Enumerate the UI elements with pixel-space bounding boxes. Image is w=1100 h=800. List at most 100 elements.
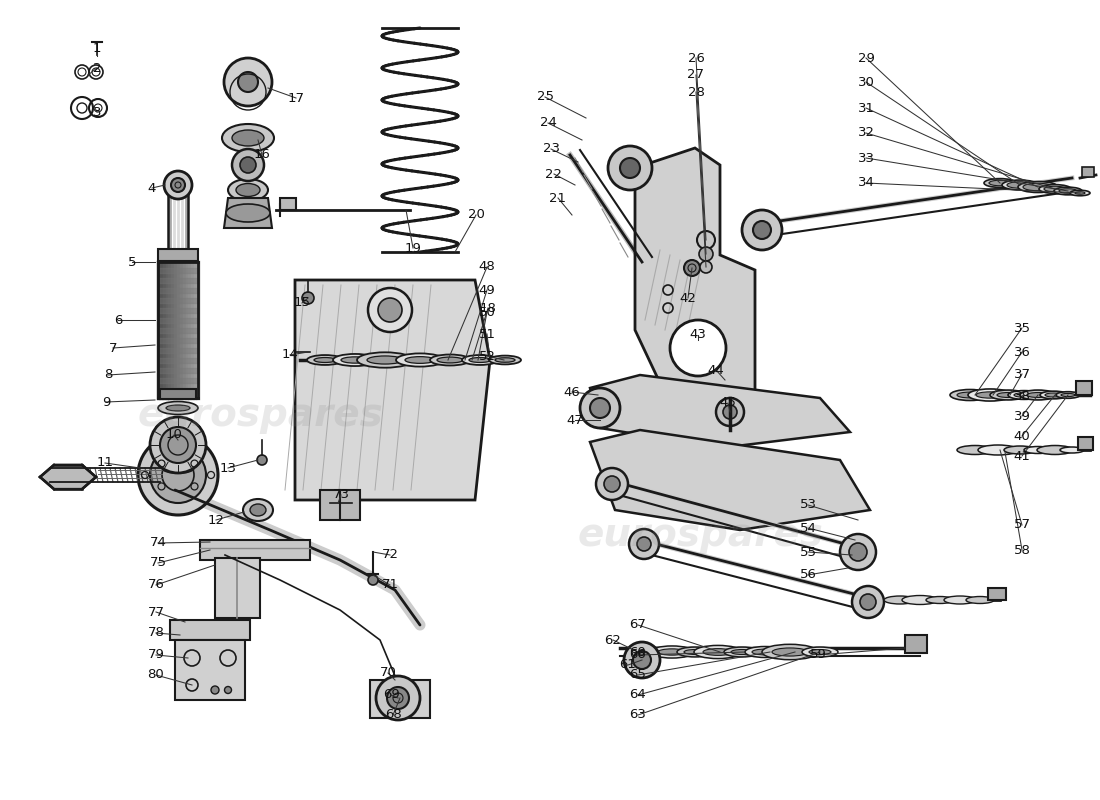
Text: 43: 43	[690, 329, 706, 342]
Text: 6: 6	[113, 314, 122, 326]
Circle shape	[232, 149, 264, 181]
Circle shape	[387, 687, 409, 709]
Ellipse shape	[405, 357, 435, 363]
Circle shape	[860, 594, 876, 610]
Polygon shape	[160, 328, 197, 333]
Circle shape	[852, 586, 884, 618]
Polygon shape	[160, 338, 197, 343]
Ellipse shape	[243, 499, 273, 521]
Ellipse shape	[495, 358, 515, 362]
Text: 16: 16	[254, 149, 271, 162]
Polygon shape	[590, 375, 850, 448]
Polygon shape	[320, 490, 360, 520]
Circle shape	[604, 476, 620, 492]
Text: 20: 20	[468, 209, 484, 222]
Circle shape	[150, 447, 206, 503]
Polygon shape	[160, 378, 197, 383]
Ellipse shape	[732, 650, 754, 654]
Text: 38: 38	[1013, 390, 1031, 402]
Ellipse shape	[752, 649, 778, 655]
Text: 80: 80	[147, 669, 164, 682]
Circle shape	[670, 320, 726, 376]
Text: 17: 17	[287, 91, 305, 105]
Circle shape	[697, 231, 715, 249]
Polygon shape	[200, 540, 310, 560]
Ellipse shape	[430, 354, 470, 366]
Text: 44: 44	[707, 363, 725, 377]
Text: 29: 29	[858, 51, 874, 65]
Circle shape	[211, 686, 219, 694]
Bar	[1082, 167, 1094, 177]
Ellipse shape	[226, 204, 270, 222]
Text: 12: 12	[208, 514, 224, 526]
Ellipse shape	[884, 596, 916, 604]
Text: 32: 32	[858, 126, 874, 139]
Circle shape	[224, 686, 231, 694]
Ellipse shape	[1045, 393, 1063, 397]
Bar	[158, 249, 198, 261]
Ellipse shape	[250, 504, 266, 516]
Ellipse shape	[166, 405, 190, 411]
Circle shape	[376, 676, 420, 720]
Circle shape	[840, 534, 876, 570]
Text: 49: 49	[478, 283, 495, 297]
Text: 41: 41	[1013, 450, 1031, 462]
Text: 51: 51	[478, 327, 495, 341]
Text: 69: 69	[383, 689, 399, 702]
Ellipse shape	[469, 358, 491, 362]
Text: 76: 76	[147, 578, 164, 591]
Ellipse shape	[658, 649, 686, 655]
Polygon shape	[214, 558, 260, 618]
Circle shape	[849, 543, 867, 561]
Polygon shape	[590, 430, 870, 530]
Ellipse shape	[367, 356, 403, 364]
Ellipse shape	[703, 649, 733, 655]
Ellipse shape	[639, 650, 661, 654]
Ellipse shape	[944, 596, 976, 604]
Circle shape	[160, 427, 196, 463]
Ellipse shape	[966, 597, 994, 603]
Ellipse shape	[158, 402, 198, 414]
Circle shape	[608, 146, 652, 190]
Ellipse shape	[724, 647, 760, 657]
Text: 60: 60	[629, 646, 647, 659]
Text: 54: 54	[800, 522, 816, 534]
Circle shape	[629, 529, 659, 559]
Text: 59: 59	[810, 649, 826, 662]
Ellipse shape	[1006, 182, 1033, 188]
Polygon shape	[370, 680, 430, 718]
Text: 28: 28	[688, 86, 704, 98]
Circle shape	[170, 178, 185, 192]
Text: 35: 35	[1013, 322, 1031, 334]
Circle shape	[138, 435, 218, 515]
Text: 78: 78	[147, 626, 164, 639]
Text: 68: 68	[385, 709, 402, 722]
Text: 9: 9	[102, 395, 110, 409]
Text: 58: 58	[1013, 543, 1031, 557]
Text: 33: 33	[858, 151, 874, 165]
Circle shape	[700, 261, 712, 273]
Ellipse shape	[1040, 391, 1068, 399]
Ellipse shape	[745, 646, 785, 658]
Text: 62: 62	[605, 634, 621, 646]
Circle shape	[580, 388, 620, 428]
Text: 57: 57	[1013, 518, 1031, 531]
Text: 47: 47	[566, 414, 583, 426]
Text: 71: 71	[382, 578, 398, 591]
Ellipse shape	[1008, 390, 1040, 399]
Text: 8: 8	[103, 369, 112, 382]
Ellipse shape	[1040, 185, 1071, 194]
Text: 77: 77	[147, 606, 165, 618]
Text: 50: 50	[478, 306, 495, 318]
Text: 18: 18	[480, 302, 496, 314]
Text: 70: 70	[379, 666, 396, 679]
Text: 67: 67	[629, 618, 647, 631]
Text: 45: 45	[719, 397, 736, 410]
Ellipse shape	[990, 390, 1026, 400]
Ellipse shape	[358, 352, 412, 368]
Ellipse shape	[167, 446, 189, 450]
Polygon shape	[160, 268, 197, 273]
Ellipse shape	[1059, 189, 1077, 194]
Polygon shape	[170, 620, 250, 640]
Polygon shape	[160, 308, 197, 313]
